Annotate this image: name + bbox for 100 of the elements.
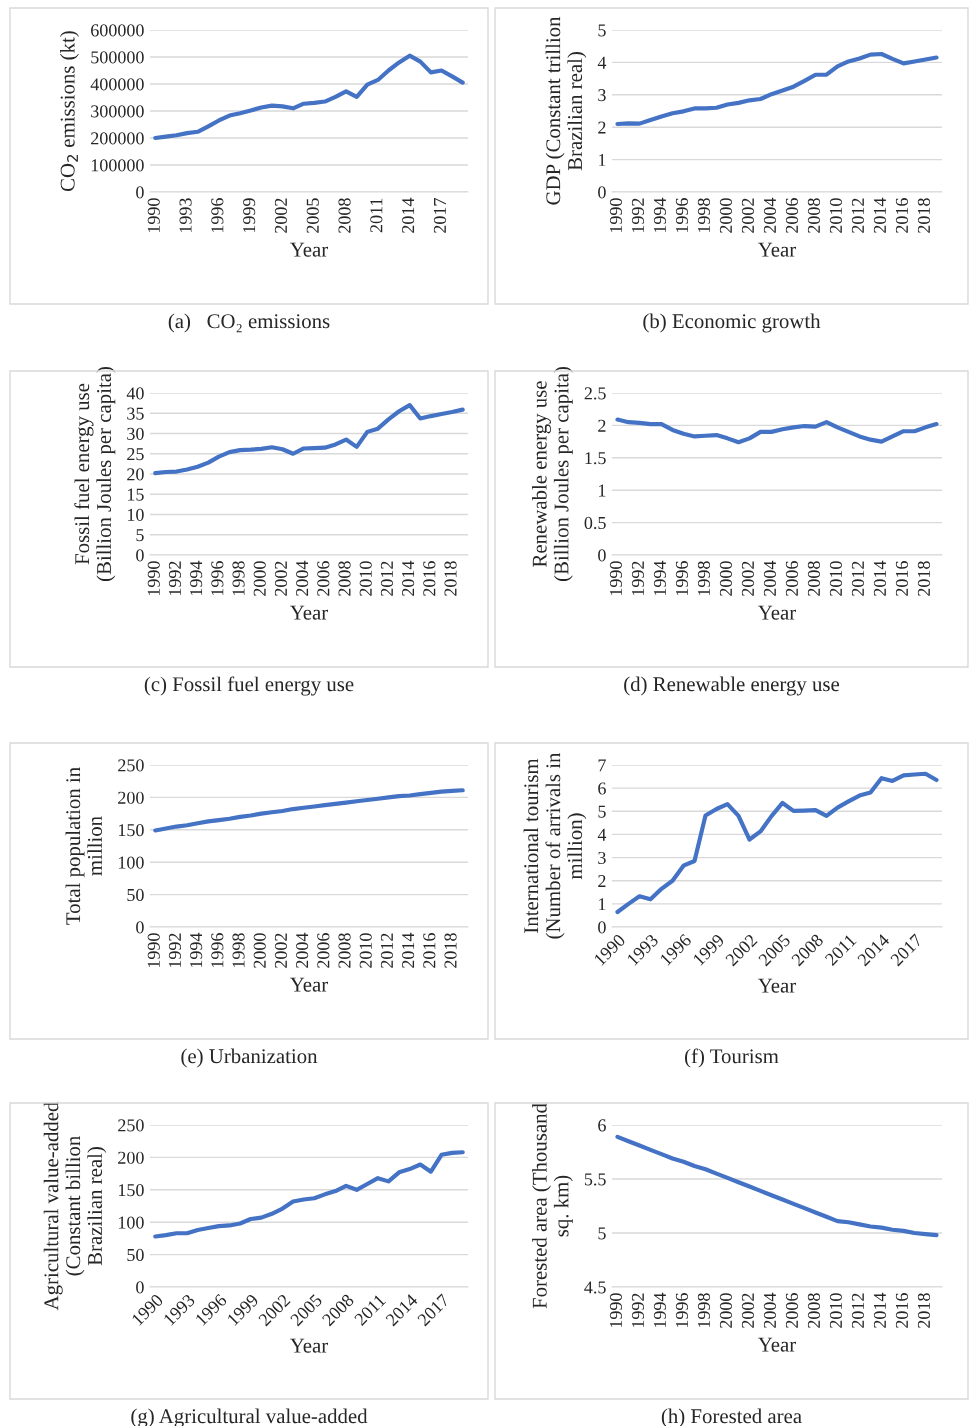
y-axis-title: International tourism (Number of arrivals in million) [523,752,587,939]
y-tick-label: 3 [598,851,606,865]
x-axis-title: Year [290,242,329,257]
x-tick-label: 2012 [851,1293,865,1328]
x-tick-label: 2006 [785,1293,799,1328]
x-tick-label: 1994 [190,932,203,968]
y-tick-label: 250 [118,1119,144,1132]
x-tick-label: 1993 [179,198,192,233]
x-tick-label: 2006 [785,198,799,233]
y-tick-label: 250 [118,759,144,772]
x-tick-label: 1990 [609,1293,623,1328]
x-tick-label: 2012 [851,561,865,596]
x-tick-label: 1990 [147,198,160,233]
x-tick-label: 1994 [653,197,667,233]
x-tick-label: 2011 [370,198,383,233]
y-axis-title: GDP (Constant trillion Brazilian real) [545,16,587,205]
y-tick-label: 15 [127,488,144,501]
x-tick-label: 2004 [763,560,777,596]
x-tick-label: 1992 [631,1293,645,1328]
y-axis-title: CO$_{2}$ emissions (kt) [60,31,79,192]
text: (f) Tourism [685,1048,779,1068]
x-tick-label: 1998 [697,561,711,596]
x-tick-label: 1992 [631,561,645,596]
y-tick-label: 5 [598,1227,606,1240]
y-tick-label: 0 [136,186,144,199]
y-tick-label: 200000 [91,132,144,145]
y-tick-label: 6 [598,782,606,795]
y-tick-label: 200 [118,1151,144,1164]
y-tick-label: 100 [118,856,144,869]
x-tick-label: 1996 [211,933,224,968]
y-tick-label: 150 [118,824,144,837]
x-tick-label: 1996 [211,198,224,233]
y-tick-label: 25 [127,448,144,461]
y-axis-title: Renewable energy use (Billion Joules per capita) [532,367,573,581]
x-tick-label: 2004 [763,197,777,233]
x-tick-label: 2018 [917,561,931,596]
y-tick-label: 5 [136,529,144,542]
y-tick-label: 1 [599,898,606,911]
y-tick-label: 100000 [91,159,144,172]
x-tick-label: 1996 [211,561,224,596]
x-tick-label: 2004 [296,932,309,968]
x-tick-label: 2014 [873,1292,887,1328]
x-tick-label: 1996 [675,1293,689,1328]
x-tick-label: 1996 [675,561,689,596]
x-tick-label: 2006 [785,561,799,596]
y-tick-label: 0.5 [584,516,606,530]
x-tick-label: 1998 [232,561,245,596]
x-tick-label: 2004 [296,560,309,596]
x-tick-label: 2000 [719,561,733,596]
line-series [615,51,939,127]
x-tick-label: 1994 [190,560,203,596]
x-tick-label: 2008 [807,1293,821,1328]
x-tick-label: 2014 [873,560,887,596]
y-tick-label: 6 [598,1119,606,1132]
y-axis-title: Total population in million [65,767,103,925]
x-tick-label: 2006 [317,561,330,596]
x-tick-label: 1990 [609,198,623,233]
y-tick-label: 1.5 [585,452,606,465]
x-tick-label: 2016 [423,933,436,968]
y-tick-label: 5 [598,24,606,37]
x-tick-label: 2008 [807,561,821,596]
x-tick-label: 1992 [631,198,645,233]
y-tick-label: 20 [127,468,144,481]
y-tick-label: 600000 [91,24,144,37]
x-tick-label: 2018 [444,561,457,596]
x-tick-label: 2016 [895,198,909,233]
y-tick-label: 2 [598,121,606,134]
x-tick-label: 2000 [719,1293,733,1328]
x-tick-label: 1998 [697,1293,711,1328]
x-tick-label: 2016 [895,1293,909,1328]
y-tick-label: 1 [599,153,606,166]
y-tick-label: 4 [597,828,607,841]
x-tick-label: 2012 [380,933,394,968]
x-tick-label: 2014 [402,560,415,596]
x-tick-label: 1990 [147,561,160,596]
x-tick-label: 2012 [380,561,394,596]
line-series [615,417,939,445]
y-tick-label: 500000 [91,51,144,64]
x-tick-label: 1992 [168,561,182,596]
line-series [153,788,465,833]
x-tick-label: 2008 [338,561,351,596]
x-tick-label: 2005 [306,198,319,233]
text: (d) Renewable energy use [624,676,840,696]
x-tick-label: 1990 [147,933,160,968]
x-tick-label: 2012 [851,198,865,233]
y-tick-label: 10 [127,508,144,521]
y-tick-label: 2 [598,875,606,887]
x-axis-title: Year [290,977,329,992]
x-tick-label: 2000 [253,561,266,596]
y-tick-label: 50 [127,1248,144,1262]
y-tick-label: 0 [136,549,144,562]
x-tick-label: 2010 [829,198,843,233]
line-series [153,53,465,141]
y-tick-label: 7 [598,759,606,772]
text: (e) Urbanization [181,1048,318,1068]
y-tick-label: 0 [136,1281,144,1294]
x-tick-label: 2018 [444,933,457,968]
y-tick-label: 100 [118,1216,144,1229]
x-axis-title: Year [290,605,329,620]
x-tick-label: 1998 [232,933,245,968]
